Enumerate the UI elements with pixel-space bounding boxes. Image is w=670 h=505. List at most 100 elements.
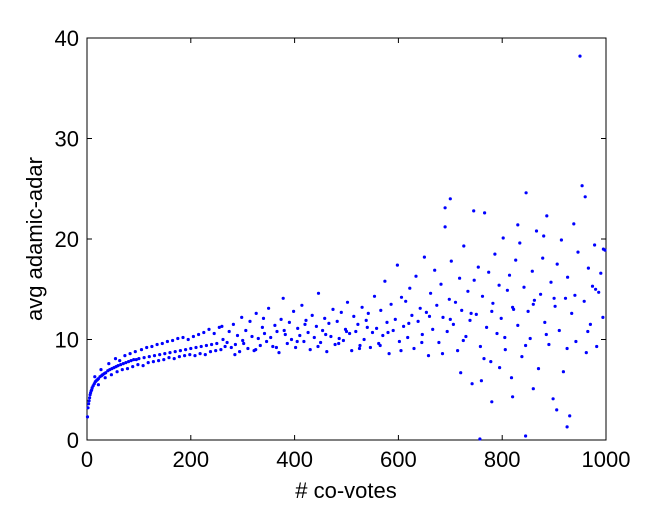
y-tick-label: 0 bbox=[67, 428, 79, 453]
data-point bbox=[233, 342, 237, 347]
data-point bbox=[443, 206, 447, 210]
data-point bbox=[582, 299, 586, 303]
data-point bbox=[281, 296, 285, 300]
data-point bbox=[233, 353, 237, 357]
data-point bbox=[518, 241, 522, 245]
data-point bbox=[410, 313, 414, 317]
data-point bbox=[470, 382, 474, 386]
data-point bbox=[601, 247, 606, 251]
data-point bbox=[124, 361, 128, 365]
data-point bbox=[501, 236, 505, 240]
data-point bbox=[352, 314, 356, 318]
data-point bbox=[142, 356, 146, 360]
data-point bbox=[482, 357, 486, 361]
data-point bbox=[399, 349, 403, 353]
data-point bbox=[223, 344, 227, 349]
data-point bbox=[386, 330, 390, 335]
data-point bbox=[524, 191, 528, 195]
data-point bbox=[440, 352, 445, 356]
data-point bbox=[580, 184, 584, 188]
data-point bbox=[88, 396, 92, 400]
data-point bbox=[426, 354, 431, 358]
data-point bbox=[469, 311, 473, 315]
data-point bbox=[420, 340, 424, 345]
data-point bbox=[458, 276, 462, 280]
data-point bbox=[145, 345, 149, 350]
data-point bbox=[495, 331, 499, 336]
data-points bbox=[85, 54, 607, 441]
data-point bbox=[194, 345, 198, 350]
data-point bbox=[119, 363, 123, 367]
data-point bbox=[261, 316, 266, 320]
data-point bbox=[476, 265, 480, 269]
data-point bbox=[324, 332, 328, 337]
data-point bbox=[490, 400, 494, 404]
data-point bbox=[362, 337, 366, 342]
data-point bbox=[429, 291, 433, 295]
data-point bbox=[348, 331, 352, 336]
data-point bbox=[451, 322, 455, 326]
data-point bbox=[509, 376, 514, 380]
data-point bbox=[308, 348, 312, 352]
data-point bbox=[391, 328, 395, 333]
data-point bbox=[528, 336, 532, 341]
data-point bbox=[404, 299, 408, 303]
data-point bbox=[479, 379, 483, 383]
data-point bbox=[551, 397, 555, 401]
data-point bbox=[433, 268, 437, 272]
data-point bbox=[547, 342, 551, 347]
data-point bbox=[424, 310, 428, 314]
data-point bbox=[87, 399, 91, 403]
data-point bbox=[131, 365, 135, 369]
data-point bbox=[507, 273, 512, 277]
data-point bbox=[258, 343, 262, 348]
data-point bbox=[574, 339, 578, 344]
data-point bbox=[408, 286, 412, 290]
data-point bbox=[126, 360, 131, 364]
data-point bbox=[358, 343, 362, 348]
data-point bbox=[445, 329, 449, 334]
data-point bbox=[498, 366, 502, 370]
plot-area bbox=[86, 37, 607, 441]
data-point bbox=[177, 355, 181, 359]
data-point bbox=[561, 370, 566, 374]
data-point bbox=[583, 195, 587, 199]
data-point bbox=[137, 357, 141, 361]
data-point bbox=[262, 331, 267, 336]
data-point bbox=[570, 311, 574, 315]
data-point bbox=[246, 346, 250, 351]
data-point bbox=[104, 371, 108, 375]
data-point bbox=[265, 339, 269, 344]
data-point bbox=[462, 244, 466, 248]
data-point bbox=[128, 352, 132, 356]
data-point bbox=[510, 305, 515, 309]
data-point bbox=[93, 375, 97, 379]
data-point bbox=[499, 316, 503, 320]
data-point bbox=[593, 243, 597, 247]
data-point bbox=[439, 282, 443, 286]
data-point bbox=[490, 309, 494, 313]
data-point bbox=[235, 333, 240, 338]
x-tick-label: 0 bbox=[81, 447, 93, 472]
data-point bbox=[217, 325, 221, 329]
data-point bbox=[256, 336, 260, 341]
data-point bbox=[123, 354, 127, 358]
data-point bbox=[240, 315, 244, 319]
data-point bbox=[260, 325, 264, 329]
data-point bbox=[464, 334, 468, 339]
data-point bbox=[483, 211, 487, 215]
data-point bbox=[395, 263, 399, 267]
data-point bbox=[555, 408, 559, 412]
data-point bbox=[242, 341, 246, 346]
data-point bbox=[152, 354, 157, 358]
data-point bbox=[295, 339, 299, 344]
data-point bbox=[254, 311, 258, 315]
data-point bbox=[160, 341, 164, 346]
data-point bbox=[273, 323, 277, 327]
data-point bbox=[357, 346, 362, 351]
data-point bbox=[516, 223, 520, 227]
data-point bbox=[435, 303, 439, 307]
data-point bbox=[545, 214, 549, 218]
data-point bbox=[215, 341, 219, 346]
